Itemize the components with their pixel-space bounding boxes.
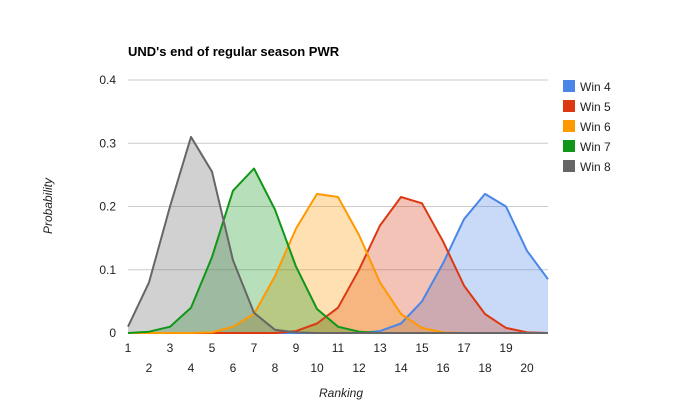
series-areas (128, 136, 548, 333)
series-area (128, 168, 548, 333)
x-tick-label: 20 (520, 361, 534, 375)
series-area (128, 136, 548, 333)
chart-title: UND's end of regular season PWR (128, 44, 340, 59)
x-tick-label: 10 (310, 361, 324, 375)
series-lines (127, 135, 549, 334)
x-tick-label: 18 (478, 361, 492, 375)
y-tick-label: 0.1 (99, 263, 116, 277)
x-tick-label: 4 (188, 361, 195, 375)
x-tick-label: 19 (499, 341, 513, 355)
x-tick-label: 14 (394, 361, 408, 375)
x-tick-label: 5 (209, 341, 216, 355)
series-line (127, 135, 548, 334)
x-tick-label: 2 (146, 361, 153, 375)
legend-item: Win 6 (580, 120, 611, 134)
y-tick-label: 0 (109, 326, 116, 340)
y-tick-label: 0.2 (99, 200, 116, 214)
legend-item: Win 5 (580, 100, 611, 114)
legend-item: Win 4 (580, 80, 611, 94)
y-tick-label: 0.3 (99, 136, 116, 150)
series-area (128, 193, 548, 333)
legend-item: Win 7 (580, 140, 611, 154)
legend-swatch (563, 120, 575, 132)
x-tick-label: 16 (436, 361, 450, 375)
x-tick-label: 7 (251, 341, 258, 355)
legend-item: Win 8 (580, 160, 611, 174)
series-area (128, 193, 548, 333)
x-tick-label: 8 (272, 361, 279, 375)
x-tick-label: 13 (373, 341, 387, 355)
x-axis-label: Ranking (319, 386, 363, 400)
legend-swatch (563, 140, 575, 152)
x-tick-label: 15 (415, 341, 429, 355)
x-tick-label: 17 (457, 341, 471, 355)
x-tick-label: 9 (293, 341, 300, 355)
legend-swatch (563, 100, 575, 112)
y-axis-ticks: 0 0.1 0.2 0.3 0.4 (99, 73, 116, 340)
x-tick-label: 11 (332, 341, 345, 355)
x-tick-label: 3 (167, 341, 174, 355)
series-area (128, 197, 548, 333)
y-tick-label: 0.4 (99, 73, 116, 87)
y-axis-label: Probability (41, 177, 55, 234)
x-tick-label: 6 (230, 361, 237, 375)
legend-swatch (563, 80, 575, 92)
legend-swatch (563, 160, 575, 172)
legend: Win 4 Win 5 Win 6 Win 7 Win 8 (563, 80, 611, 174)
x-tick-label: 1 (125, 341, 132, 355)
x-tick-label: 12 (352, 361, 366, 375)
